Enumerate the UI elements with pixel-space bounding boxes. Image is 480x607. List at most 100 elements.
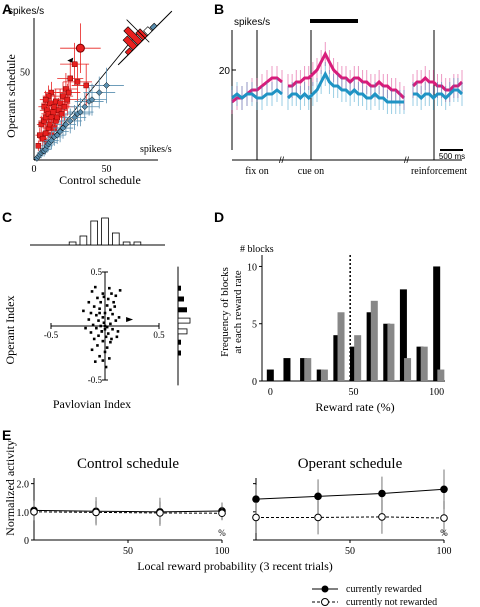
panel-a: A spikes/s spikes/s Control schedule Ope… [2,1,173,187]
a-y-label: Operant schedule [4,54,18,138]
e-y-label: Normalized activity [3,440,17,536]
e-x-tick-label: 100 [215,546,230,557]
c-point [103,350,107,354]
a-point-control [103,82,110,89]
b-trace [411,75,464,92]
c-side-hist-filled [178,339,181,345]
a-point-operant [35,143,42,149]
b-trace [286,70,404,104]
c-point [87,300,91,304]
b-event-cue-on: cue on [298,166,324,177]
c-point [117,316,121,319]
c-point [103,311,107,315]
a-arrowhead [67,57,74,63]
a-inset-histogram [117,10,173,66]
c-point [84,326,87,330]
a-point-control [56,128,64,135]
d-bar-black [266,369,274,381]
b-trace [288,50,406,100]
c-point [111,327,114,331]
c-y-label: Operant Index [3,296,17,365]
c-point [90,348,94,352]
c-point [114,319,118,322]
e-marker-not-rewarded [378,513,386,521]
a-point-control [81,103,89,111]
c-point [114,294,118,298]
c-point [106,317,110,320]
c-point [109,322,112,326]
d-bar-gray [404,358,412,381]
c-point [110,337,113,341]
c-point [92,337,96,341]
c-point [109,340,112,344]
c-point [108,357,111,360]
legend-label-not-rewarded: currently not rewarded [346,597,437,607]
a-point-control [71,114,78,121]
a-point-operant [61,104,68,110]
a-point-operant [47,121,53,128]
c-point [82,309,85,313]
c-point [91,323,95,327]
d-y-tick-label: 5 [252,320,257,331]
panel-label-c: C [2,209,12,225]
e-y-tick-label: 0 [24,536,29,547]
c-y-tick-pos: 0.5 [91,267,103,277]
d-bar-black [300,358,308,381]
b-plot-area: // // [231,19,464,165]
c-point [87,318,91,321]
e-line-rewarded [255,488,445,500]
legend-label-rewarded: currently rewarded [346,584,422,595]
e-legend: currently rewarded currently not rewarde… [312,584,437,607]
d-x-tick-label: 100 [429,387,444,398]
c-point [101,359,105,362]
c-point [115,335,119,339]
d-y-label-line2: at each reward rate [232,270,244,353]
a-plot-area [33,18,158,162]
a-point-operant [58,111,65,117]
a-x-tick-0: 0 [32,164,37,175]
c-top-hist-bar [112,232,120,246]
a-point-control [88,96,96,104]
c-point [92,305,96,308]
a-inset-bar [143,26,153,36]
c-top-hist-bar [90,220,99,246]
e-marker-rewarded [314,492,322,501]
c-point [102,321,106,325]
a-point-operant [74,79,81,85]
b-stimulus-bar [310,19,358,23]
a-point-operant [45,93,52,99]
c-point [112,300,115,304]
d-bar-gray [320,369,328,381]
c-point [118,289,122,292]
c-point [99,324,102,328]
c-point [108,286,111,290]
d-bar-black [416,346,424,381]
c-arrowhead [126,317,134,323]
c-point [98,311,101,315]
panel-b: B spikes/s 20 //// 500 ms fix on cue on … [214,1,467,177]
a-y-unit: spikes/s [8,6,44,17]
b-y-unit: spikes/s [234,17,270,28]
e-y-tick-label: 1.0 [17,508,30,519]
c-side-hist-filled [178,307,187,313]
a-point-control [77,108,84,116]
panel-label-e: E [2,427,11,443]
a-point-control [53,131,61,139]
c-point [101,316,105,319]
d-bar-black [316,369,324,381]
c-point [96,296,99,300]
panel-label-b: B [214,1,224,17]
a-point-operant [42,96,49,103]
c-point [104,335,108,339]
a-point-control [66,117,74,125]
c-point [95,313,98,317]
e-marker-not-rewarded [314,513,322,522]
d-x-tick-label: 50 [349,387,359,398]
d-bar-black [433,266,441,381]
panel-label-d: D [214,209,224,225]
panel-label-a: A [2,1,12,17]
d-bar-black [366,312,374,381]
c-x-tick-neg: -0.5 [44,330,59,340]
c-point [98,354,101,358]
